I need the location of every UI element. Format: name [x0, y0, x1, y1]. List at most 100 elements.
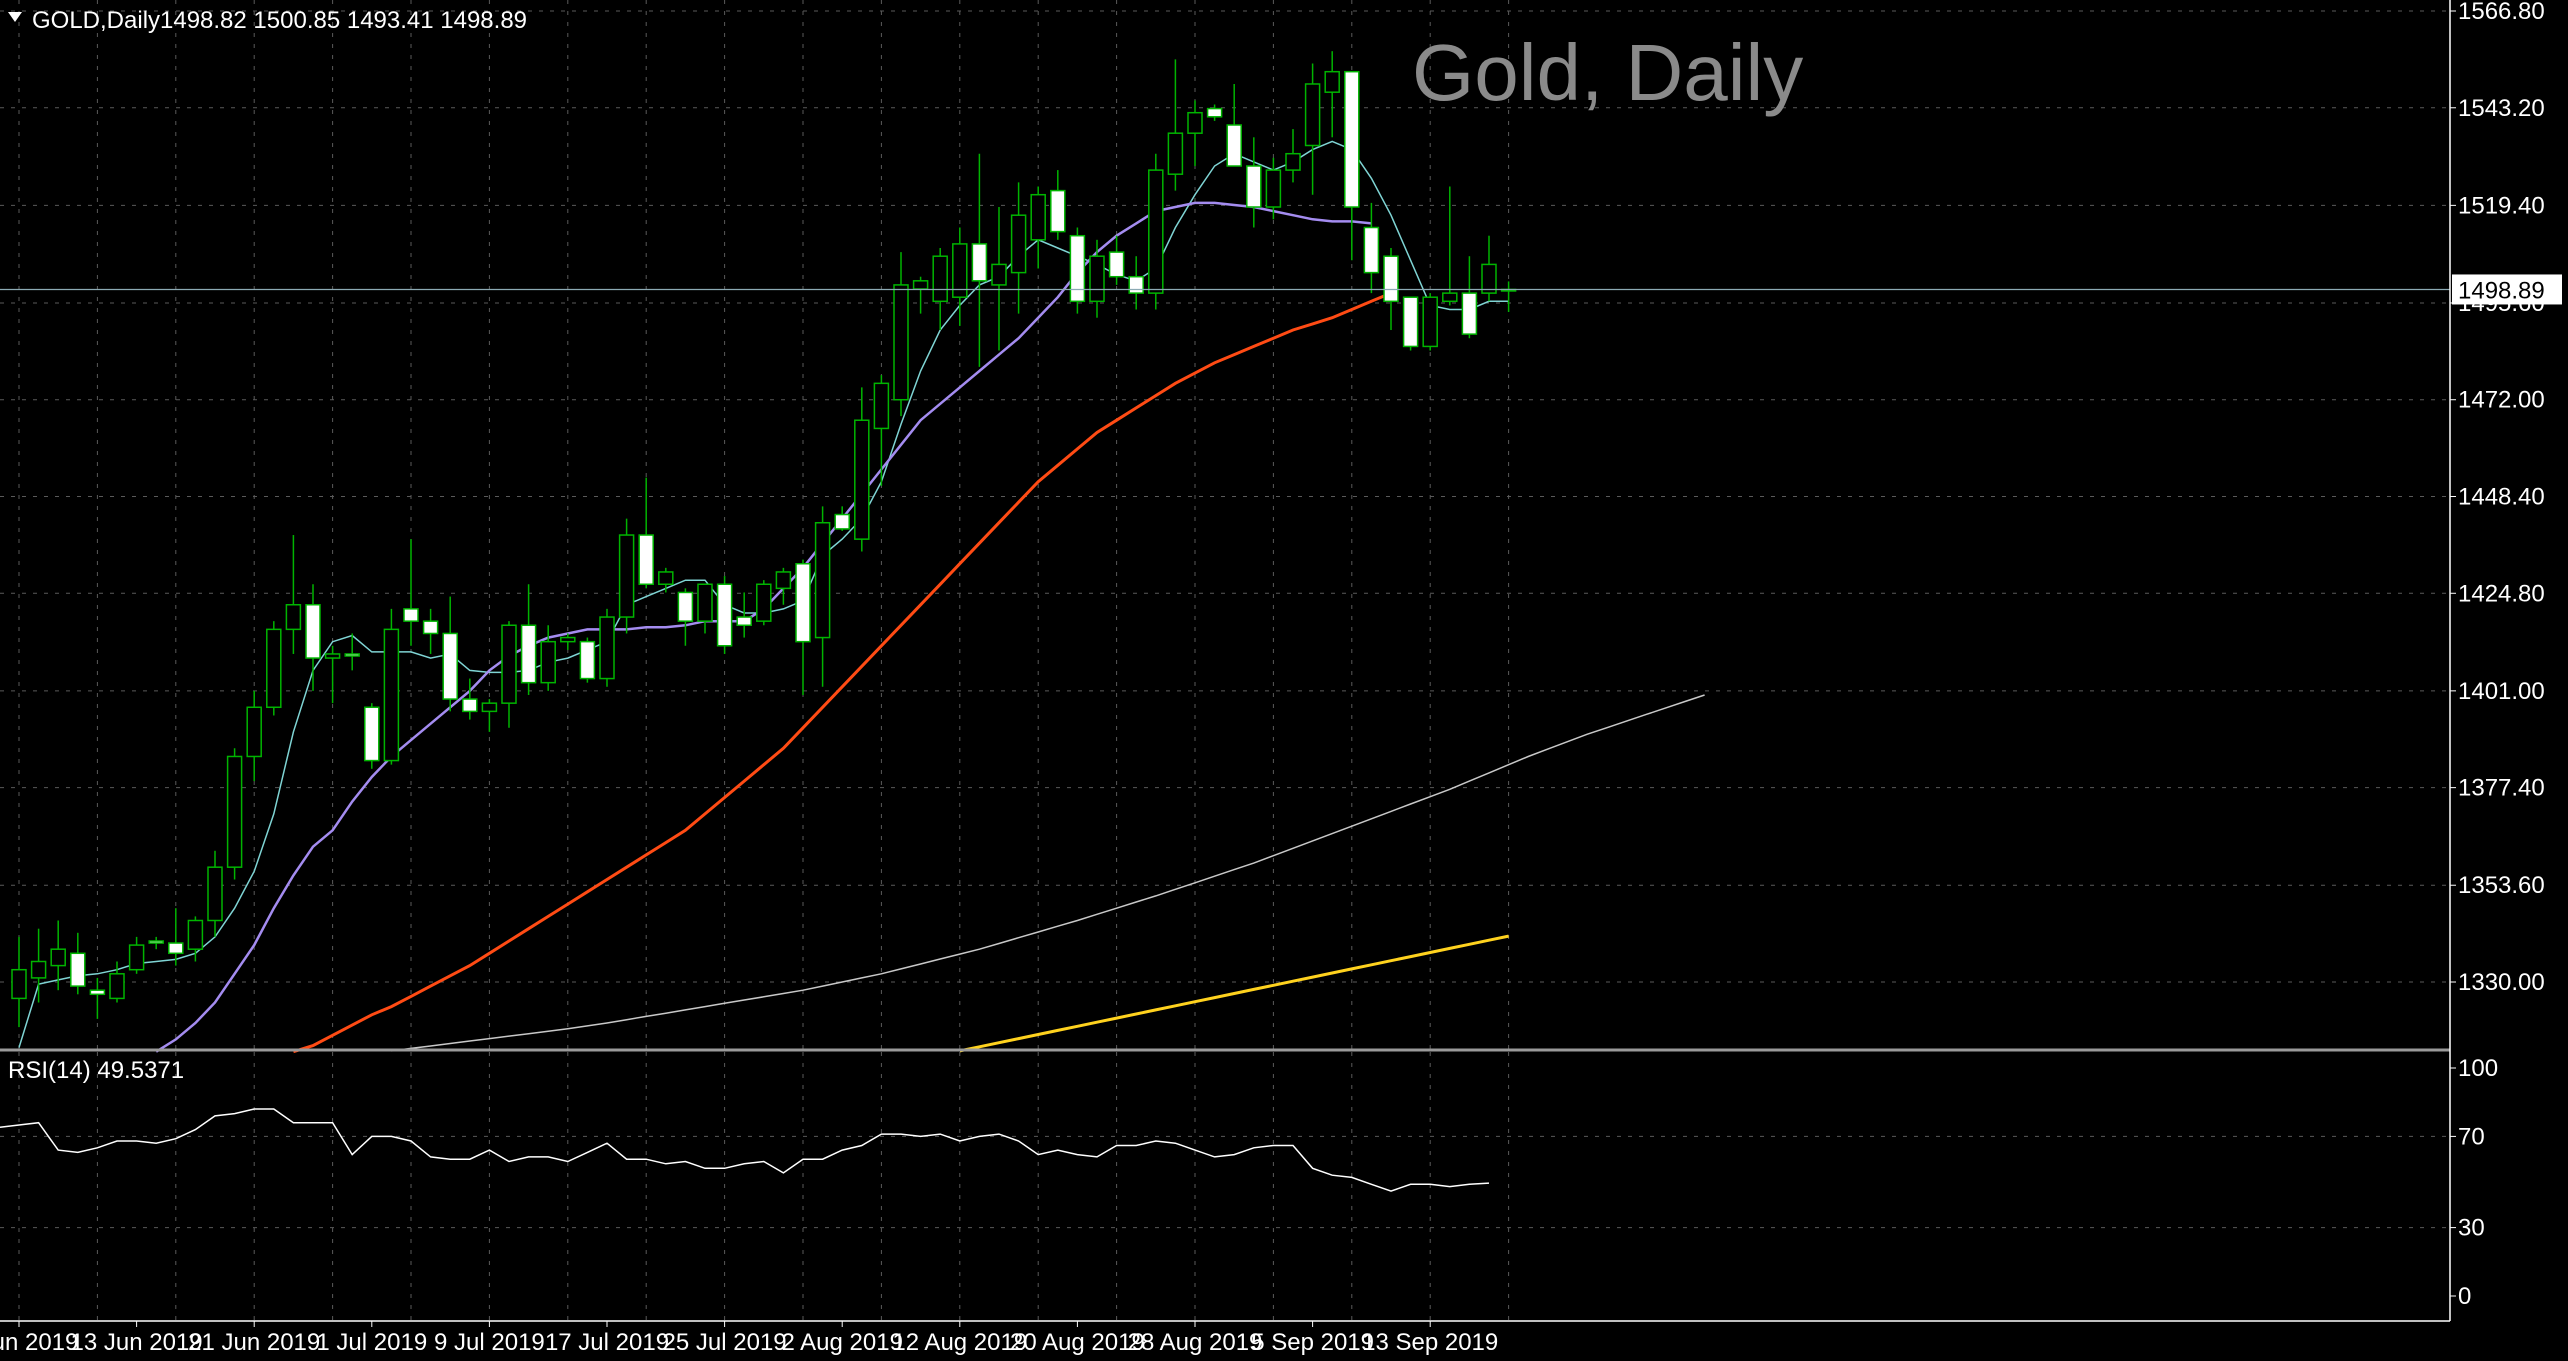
price-tick-label: 1424.80	[2458, 580, 2545, 607]
candle	[128, 936, 145, 974]
candle	[1265, 157, 1282, 220]
rsi-line	[0, 1108, 1490, 1192]
price-tick-label: 1401.00	[2458, 678, 2545, 705]
candle	[1285, 129, 1301, 183]
candle-body	[1304, 83, 1321, 147]
candle-body	[89, 989, 106, 996]
candle	[305, 584, 321, 691]
dropdown-triangle-icon[interactable]	[8, 12, 22, 22]
rsi-tick-label: 70	[2458, 1123, 2485, 1150]
candle	[1010, 182, 1027, 314]
candle	[11, 936, 27, 1028]
date-tick-label: 5 Sep 2019	[1251, 1329, 1374, 1356]
candle-body	[893, 284, 909, 401]
candle	[246, 690, 262, 782]
candle	[1481, 235, 1497, 302]
candle-body	[1383, 255, 1399, 303]
candle	[775, 567, 792, 605]
candle	[560, 633, 576, 650]
candle	[226, 748, 243, 880]
candle-body	[912, 280, 929, 290]
candle-body	[1363, 226, 1380, 274]
candle-body	[109, 973, 125, 1000]
candle	[599, 608, 615, 687]
candle-body	[1402, 296, 1419, 348]
candle-body	[481, 702, 498, 713]
date-tick-label: 28 Aug 2019	[1128, 1329, 1263, 1356]
chart-header: GOLD,Daily 1498.82 1500.85 1493.41 1498.…	[8, 7, 527, 1084]
candle-body	[658, 571, 674, 586]
candle	[168, 908, 184, 966]
candle-body	[1481, 263, 1497, 294]
candle-body	[1167, 132, 1184, 175]
candle-body	[1030, 193, 1046, 241]
candle	[814, 506, 831, 687]
price-tick-label: 1353.60	[2458, 872, 2545, 899]
candle	[952, 227, 968, 326]
candle	[991, 207, 1007, 351]
candle	[1206, 104, 1223, 121]
candle-body	[1226, 124, 1242, 167]
candle-body	[226, 755, 243, 868]
candle-body	[1010, 214, 1027, 274]
rsi-tick-label: 30	[2458, 1215, 2485, 1242]
candle-body	[560, 636, 576, 643]
candle	[638, 477, 654, 589]
price-tick-label: 1330.00	[2458, 969, 2545, 996]
candle-body	[1265, 169, 1282, 208]
candle-body	[795, 562, 811, 643]
candle-body	[638, 534, 654, 586]
candle	[1187, 100, 1203, 166]
candle	[266, 621, 282, 716]
candle-body	[344, 653, 360, 657]
candle	[50, 920, 66, 991]
date-tick-label: 17 Jul 2019	[545, 1329, 669, 1356]
candle-body	[148, 940, 164, 944]
candle	[403, 539, 419, 646]
candle	[579, 637, 596, 683]
date-tick-label: 2 Aug 2019	[781, 1329, 902, 1356]
candle-body	[11, 968, 27, 1000]
ma_50-line	[292, 291, 1392, 1054]
candle	[677, 588, 694, 646]
candle-body	[971, 243, 988, 282]
candle-body	[520, 624, 537, 684]
candle	[697, 583, 713, 634]
price-tick-label: 1377.40	[2458, 775, 2545, 802]
candle-body	[70, 952, 86, 987]
date-tick-label: 13 Sep 2019	[1362, 1329, 1498, 1356]
candle	[89, 977, 106, 1019]
price-tick-label: 1543.20	[2458, 95, 2545, 122]
candle	[442, 596, 458, 712]
price-tick-label: 1566.80	[2458, 0, 2545, 25]
candle-body	[422, 620, 439, 635]
candle	[422, 608, 439, 654]
candle	[383, 608, 400, 765]
candle-body	[736, 616, 752, 627]
candle	[756, 580, 772, 626]
date-tick-label: 13 Jun 2019	[71, 1329, 203, 1356]
candle-body	[501, 624, 517, 704]
rsi-tick-label: 0	[2458, 1283, 2471, 1310]
candle-body	[1108, 251, 1125, 278]
candle	[834, 506, 850, 531]
candle-body	[187, 919, 204, 950]
candle-body	[1128, 275, 1144, 294]
candle	[462, 678, 478, 720]
candle	[207, 850, 223, 937]
candle-body	[246, 706, 262, 758]
candle-body	[1344, 70, 1360, 208]
candle	[187, 916, 204, 962]
candle-body	[1206, 107, 1223, 118]
candle-body	[716, 583, 733, 647]
candle	[1402, 296, 1419, 351]
candle-body	[775, 571, 792, 590]
candle	[520, 584, 537, 695]
candle-body	[266, 628, 282, 709]
candle	[893, 252, 909, 417]
candle	[30, 928, 47, 1003]
date-tick-label: 21 Jun 2019	[188, 1329, 320, 1356]
candle-body	[168, 942, 184, 955]
candle-body	[324, 653, 341, 659]
candle	[1461, 256, 1478, 339]
